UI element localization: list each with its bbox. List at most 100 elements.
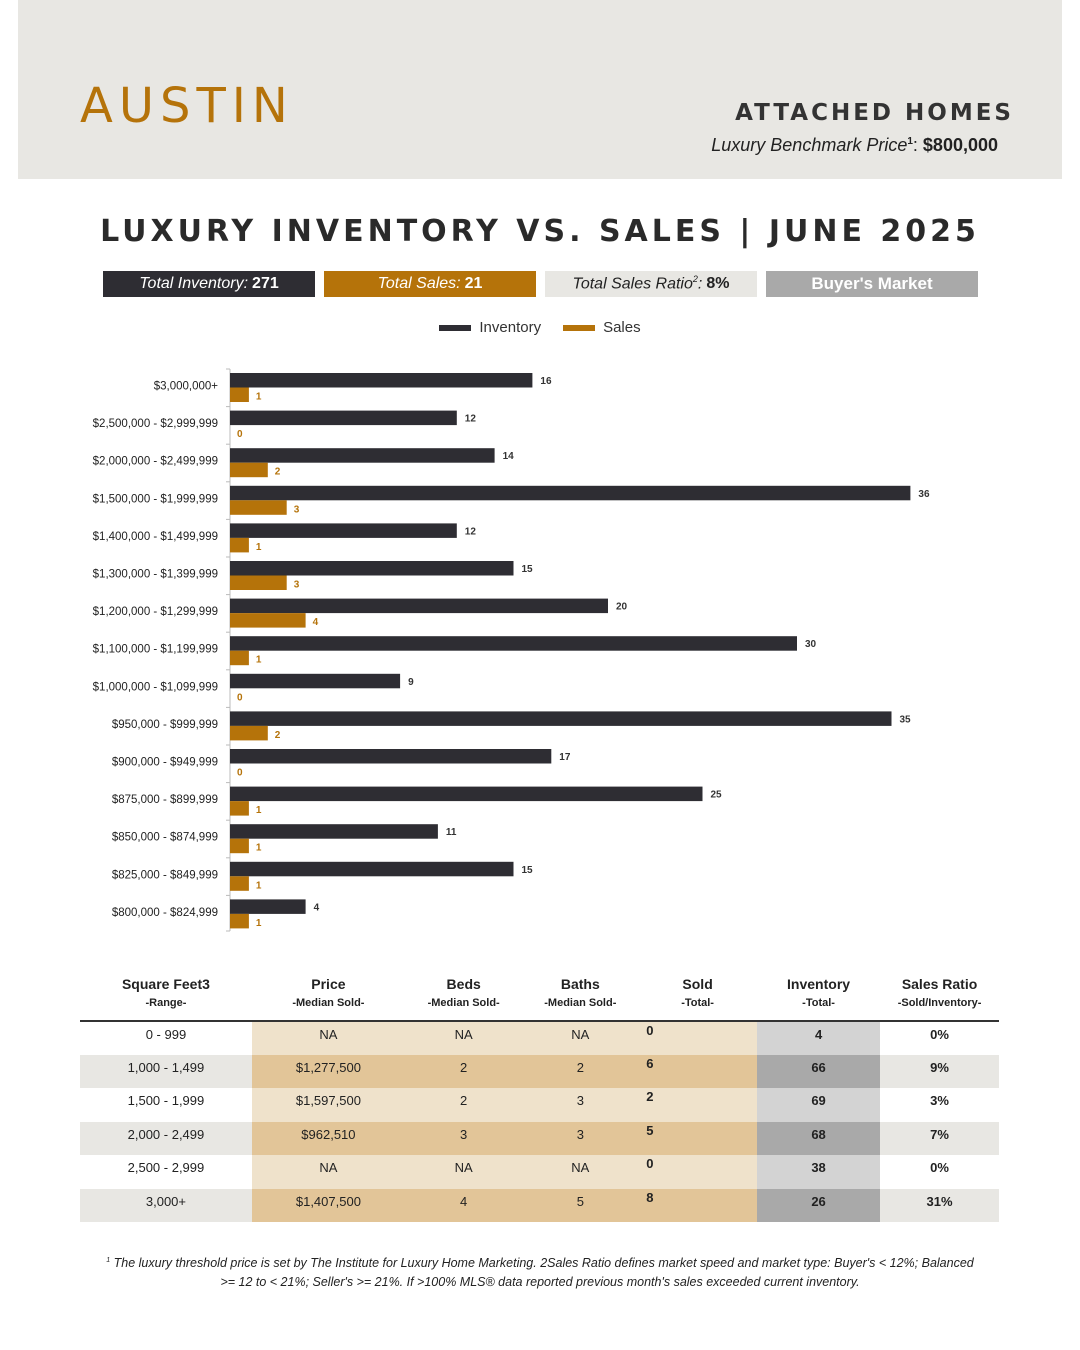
category-label: $1,300,000 - $1,399,999 <box>93 569 218 581</box>
table-cell-inventory: 69 <box>757 1088 881 1122</box>
table-cell-baths: 5 <box>522 1188 639 1222</box>
inventory-bar <box>230 373 533 388</box>
table-cell-sqft: 2,500 - 2,999 <box>127 1160 205 1175</box>
table-cell-sold: 2 <box>638 1088 757 1122</box>
table-cell-inventory: 26 <box>757 1188 881 1222</box>
column-header-beds: Beds -Median Sold- <box>405 972 523 1021</box>
category-label: $1,100,000 - $1,199,999 <box>93 644 218 656</box>
footnote-mark: 1 <box>106 1257 111 1264</box>
category-label: $900,000 - $949,999 <box>112 757 218 769</box>
inventory-data-label: 12 <box>465 526 477 537</box>
total-sales-box: Total Sales: 21 <box>324 271 536 297</box>
table-cell-sqft: 2,000 - 2,499 <box>80 1121 252 1155</box>
sales-data-label: 3 <box>294 504 300 515</box>
category-label: $1,400,000 - $1,499,999 <box>93 531 218 543</box>
sales-bar <box>230 725 268 741</box>
column-title: Inventory <box>787 976 851 992</box>
table-row: 0 - 999 NA NA NA 0 4 0% <box>80 1021 999 1055</box>
table-cell-baths: NA <box>522 1155 639 1189</box>
table-cell-inventory: 4 <box>757 1021 881 1055</box>
inventory-bar <box>230 523 457 538</box>
category-label: $1,500,000 - $1,999,999 <box>93 493 218 505</box>
table-cell-beds: 2 <box>404 1088 523 1122</box>
sales-data-label: 1 <box>256 392 262 403</box>
inventory-bar <box>230 824 438 839</box>
column-subtitle: -Total- <box>802 997 835 1009</box>
inventory-bar <box>230 786 703 802</box>
table-cell-price: $1,407,500 <box>251 1188 405 1222</box>
column-title: Baths <box>560 976 600 992</box>
sales-bar <box>230 575 287 590</box>
sales-data-label: 2 <box>275 730 281 741</box>
inventory-data-label: 35 <box>900 714 912 725</box>
property-type: ATTACHED HOMES <box>735 100 1014 126</box>
sales-data-label: 1 <box>256 542 262 553</box>
table-cell-inventory: 66 <box>757 1054 881 1088</box>
sales-bar <box>230 537 249 553</box>
market-type-badge: Buyer's Market <box>766 271 978 297</box>
sales-data-label: 1 <box>256 918 262 929</box>
sales-data-label: 3 <box>294 580 300 591</box>
column-subtitle: -Sold/Inventory- <box>897 997 982 1009</box>
total-sales-ratio-value: 8% <box>706 275 730 292</box>
category-label: $1,200,000 - $1,299,999 <box>93 606 218 618</box>
square-feet-table: Square Feet3 -Range- Price -Median Sold- Bed… <box>80 972 999 1222</box>
inventory-data-label: 25 <box>711 790 723 801</box>
sales-bar <box>230 462 268 478</box>
sales-data-label: 4 <box>313 617 319 628</box>
table-cell-price: NA <box>251 1021 405 1055</box>
category-label: $825,000 - $849,999 <box>112 869 218 881</box>
table-cell-sqft: 3,000+ <box>80 1188 252 1222</box>
header-band <box>18 0 1062 179</box>
table-cell-sold: 8 <box>638 1188 757 1222</box>
inventory-bar <box>230 636 797 651</box>
legend-label-sales: Sales <box>603 319 641 336</box>
column-header-baths: Baths -Median Sold- <box>522 972 638 1021</box>
category-label: $950,000 - $999,999 <box>112 719 218 731</box>
chart-legend: Inventory Sales <box>0 319 1080 336</box>
table-cell-price: NA <box>251 1155 405 1189</box>
inventory-bar <box>230 485 911 501</box>
table-cell-sales-ratio: 7% <box>880 1121 999 1155</box>
table-cell-sold: 6 <box>638 1054 757 1088</box>
column-title: Beds <box>446 976 481 992</box>
inventory-bar <box>230 448 495 463</box>
inventory-data-label: 15 <box>522 564 534 575</box>
table-row: 1,500 - 1,999 $1,597,500 2 3 2 69 3% <box>80 1088 999 1122</box>
table-cell-baths: 3 <box>522 1088 639 1122</box>
ratio-label-text: Total Sales Ratio <box>572 275 693 293</box>
table-cell-baths: 3 <box>522 1121 639 1155</box>
column-subtitle: -Range- <box>145 997 187 1009</box>
column-header-inventory: Inventory -Total- <box>757 972 880 1021</box>
legend-swatch-inventory <box>439 324 472 331</box>
legend-swatch-sales <box>563 324 596 331</box>
category-label: $1,000,000 - $1,099,999 <box>93 681 218 693</box>
inventory-data-label: 36 <box>918 489 930 500</box>
sales-data-label: 1 <box>256 843 262 854</box>
table-header-row: Square Feet3 -Range- Price -Median Sold- Bed… <box>80 972 999 1021</box>
inventory-sales-bar-chart: $3,000,000+ 161$2,500,000 - $2,999,999 120… <box>93 368 930 932</box>
sales-bar <box>230 387 249 402</box>
category-label: $3,000,000+ <box>154 381 219 393</box>
benchmark-footnote-mark: 1 <box>907 136 913 147</box>
benchmark-price: Luxury Benchmark Price1: $800,000 <box>711 135 998 156</box>
table-cell-beds: 3 <box>404 1121 523 1155</box>
inventory-data-label: 15 <box>522 865 534 876</box>
column-title: Square Feet3 <box>121 976 210 992</box>
column-title: Sold <box>682 976 713 992</box>
inventory-data-label: 12 <box>465 414 477 425</box>
inventory-data-label: 30 <box>805 639 817 650</box>
inventory-bar <box>230 598 608 614</box>
table-cell-inventory: 38 <box>757 1155 881 1189</box>
sales-bar <box>230 613 306 628</box>
table-cell-beds: 4 <box>404 1188 523 1222</box>
inventory-data-label: 4 <box>314 902 320 913</box>
category-label: $2,500,000 - $2,999,999 <box>93 418 218 430</box>
column-subtitle: -Median Sold- <box>427 997 500 1009</box>
column-header-sales-ratio: Sales Ratio -Sold/Inventory- <box>880 972 999 1021</box>
table-row: 2,000 - 2,499 $962,510 3 3 5 68 7% <box>80 1121 999 1155</box>
sales-bar <box>230 650 249 666</box>
table-cell-sales-ratio: 3% <box>930 1093 949 1108</box>
table-cell-sold: 0 <box>638 1155 757 1189</box>
category-label: $875,000 - $899,999 <box>112 794 218 806</box>
